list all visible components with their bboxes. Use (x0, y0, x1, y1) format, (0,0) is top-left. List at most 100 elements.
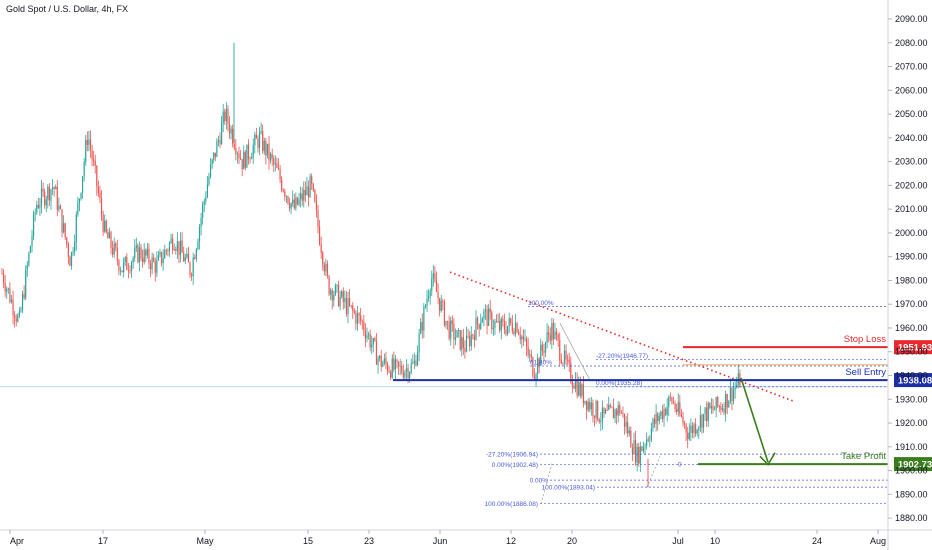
candle-body (173, 249, 175, 251)
candle-body (53, 187, 55, 189)
candle-body (249, 158, 251, 160)
candle-body (159, 252, 161, 256)
candle-body (285, 196, 287, 198)
candle-body (203, 200, 205, 205)
overlays: 100.00% -27.20%(1946.77) 61.80% 0.00%(1935.… (393, 271, 932, 508)
candle-body (254, 134, 256, 146)
candle-body (85, 139, 87, 162)
candle-body (424, 306, 427, 307)
candle-body (26, 264, 28, 270)
candle-body (617, 405, 619, 416)
candle-body (508, 318, 510, 327)
candle-body (34, 212, 36, 214)
candle-body (642, 446, 645, 451)
candle-body (412, 363, 414, 365)
candle-body (124, 256, 126, 262)
fib-level-label: -27.20%(1906.94) (486, 452, 538, 459)
y-tick-label: 2080.00 (895, 38, 928, 48)
candle-body (97, 186, 99, 194)
candle-body (298, 198, 300, 205)
take-profit-badge-text: 1902.73 (898, 460, 932, 471)
candle-body (262, 131, 264, 152)
candle-body (233, 143, 235, 149)
candle-body (480, 322, 482, 329)
candle-body (439, 297, 441, 311)
candle-body (372, 338, 374, 345)
candle-body (576, 380, 578, 396)
candle-body (527, 346, 529, 356)
candle-body (540, 344, 542, 366)
candle-body (168, 243, 171, 252)
candle-body (375, 340, 378, 365)
candle-body (458, 330, 460, 331)
candle-body (314, 189, 316, 202)
candle-body (222, 111, 224, 124)
candle-body (307, 186, 310, 198)
candle-body (699, 414, 701, 427)
y-tick-label: 2070.00 (895, 62, 928, 72)
fib-level-label: 61.80% (530, 360, 552, 367)
candle-body (331, 290, 333, 301)
candle-body (570, 362, 572, 382)
candle-body (295, 197, 297, 209)
x-tick-label: 20 (567, 536, 577, 546)
candle-body (61, 209, 63, 233)
candle-body (350, 305, 352, 307)
candle-body (311, 176, 313, 184)
candle-body (134, 248, 136, 259)
candle-body (470, 334, 472, 347)
candle-body (546, 332, 548, 343)
candle-body (333, 294, 335, 301)
candle-body (633, 440, 635, 454)
stop-loss-badge (894, 340, 932, 355)
candle-body (179, 240, 182, 256)
candle-body (590, 402, 592, 410)
candle-body (344, 298, 346, 302)
candle-body (341, 291, 343, 297)
candle-body (64, 223, 66, 238)
candle-body (731, 387, 733, 402)
candle-body (93, 159, 95, 161)
candle-body (221, 123, 223, 145)
candle-body (167, 250, 169, 252)
candle-body (646, 439, 648, 446)
candle-body (653, 418, 656, 424)
candle-body (205, 197, 207, 201)
candle-body (80, 192, 82, 199)
candle-body (151, 257, 153, 270)
candle-body (315, 201, 318, 210)
candle-body (178, 241, 180, 256)
candle-body (418, 333, 420, 353)
candle-body (551, 323, 553, 341)
y-tick-label: 2050.00 (895, 109, 928, 119)
candle-body (582, 384, 585, 404)
candle-body (443, 301, 445, 326)
candle-body (380, 355, 382, 367)
candle-body (135, 245, 137, 249)
candle-body (59, 205, 62, 210)
candle-body (23, 294, 25, 298)
candle-body (17, 315, 19, 322)
candle-body (14, 315, 16, 319)
candle-body (176, 241, 178, 251)
candle-body (397, 361, 400, 367)
candle-body (484, 309, 487, 312)
candle-body (628, 430, 630, 434)
candle-body (119, 270, 122, 272)
candle-body (734, 387, 736, 390)
candle-body (206, 184, 208, 198)
candle-body (671, 397, 673, 403)
candle-body (702, 414, 705, 428)
candle-body (116, 248, 118, 261)
candle-body (548, 332, 550, 335)
candle-body (232, 128, 234, 144)
candle-body (529, 354, 531, 356)
candle-body (391, 358, 393, 378)
candle-body (94, 160, 96, 166)
candle-body (666, 406, 668, 415)
candle-body (6, 289, 8, 292)
candle-body (300, 193, 302, 199)
candle-body (292, 199, 294, 204)
candle-body (402, 372, 404, 378)
candle-body (410, 363, 412, 373)
